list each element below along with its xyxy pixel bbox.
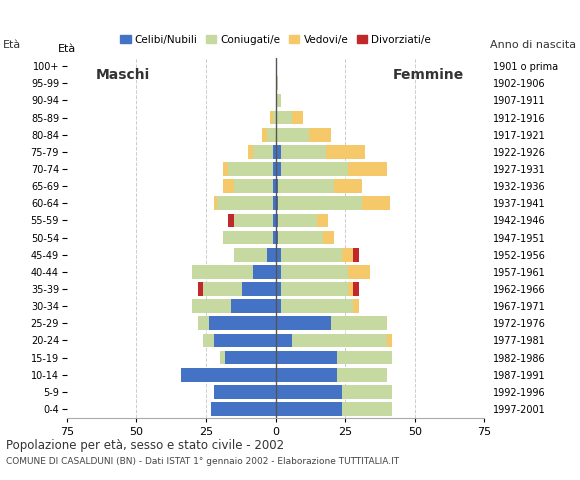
Bar	[223, 162, 228, 176]
Bar	[203, 282, 242, 296]
Bar	[223, 231, 273, 244]
Bar	[278, 180, 334, 193]
Bar	[214, 385, 276, 399]
Text: Maschi: Maschi	[95, 68, 150, 82]
Bar	[281, 265, 348, 279]
Bar	[231, 300, 276, 313]
Bar	[334, 180, 362, 193]
Bar	[234, 180, 273, 193]
Bar	[267, 128, 275, 142]
Bar	[276, 145, 281, 159]
Bar	[220, 351, 226, 364]
Bar	[273, 214, 275, 228]
Bar	[281, 145, 325, 159]
Bar	[342, 385, 393, 399]
Bar	[353, 282, 359, 296]
Bar	[323, 231, 334, 244]
Bar	[276, 334, 292, 348]
Bar	[270, 111, 273, 124]
Bar	[276, 368, 337, 382]
Text: Popolazione per età, sesso e stato civile - 2002: Popolazione per età, sesso e stato civil…	[6, 439, 284, 452]
Bar	[281, 282, 348, 296]
Bar	[387, 334, 393, 348]
Bar	[198, 282, 203, 296]
Bar	[281, 300, 353, 313]
Text: Età: Età	[57, 44, 76, 54]
Bar	[292, 334, 387, 348]
Bar	[253, 145, 273, 159]
Bar	[276, 231, 278, 244]
Bar	[348, 162, 387, 176]
Bar	[276, 316, 331, 330]
Bar	[276, 265, 281, 279]
Bar	[278, 231, 323, 244]
Bar	[337, 368, 387, 382]
Bar	[273, 162, 275, 176]
Bar	[273, 231, 275, 244]
Bar	[276, 300, 281, 313]
Bar	[276, 76, 278, 90]
Bar	[276, 402, 342, 416]
Bar	[192, 265, 253, 279]
Bar	[234, 214, 273, 228]
Text: Età: Età	[3, 40, 21, 50]
Bar	[276, 282, 281, 296]
Bar	[217, 196, 273, 210]
Bar	[262, 128, 267, 142]
Bar	[228, 214, 234, 228]
Bar	[276, 214, 278, 228]
Bar	[276, 94, 281, 108]
Bar	[273, 111, 275, 124]
Text: Femmine: Femmine	[393, 68, 464, 82]
Bar	[242, 282, 276, 296]
Bar	[212, 402, 276, 416]
Bar	[228, 162, 273, 176]
Bar	[276, 180, 278, 193]
Bar	[276, 162, 281, 176]
Text: Anno di nascita: Anno di nascita	[491, 40, 577, 50]
Bar	[281, 248, 342, 262]
Bar	[331, 316, 387, 330]
Bar	[253, 265, 276, 279]
Bar	[192, 300, 231, 313]
Bar	[278, 196, 362, 210]
Bar	[325, 145, 365, 159]
Bar	[214, 334, 276, 348]
Legend: Celibi/Nubili, Coniugati/e, Vedovi/e, Divorziati/e: Celibi/Nubili, Coniugati/e, Vedovi/e, Di…	[116, 30, 435, 49]
Bar	[276, 351, 337, 364]
Bar	[198, 316, 209, 330]
Bar	[309, 128, 331, 142]
Bar	[292, 111, 303, 124]
Bar	[273, 196, 275, 210]
Bar	[353, 248, 359, 262]
Bar	[226, 351, 276, 364]
Bar	[342, 402, 393, 416]
Bar	[276, 111, 292, 124]
Bar	[276, 385, 342, 399]
Bar	[342, 248, 353, 262]
Bar	[276, 128, 309, 142]
Bar	[273, 180, 275, 193]
Bar	[234, 248, 267, 262]
Bar	[276, 248, 281, 262]
Bar	[267, 248, 275, 262]
Bar	[276, 196, 278, 210]
Bar	[209, 316, 276, 330]
Text: COMUNE DI CASALDUNI (BN) - Dati ISTAT 1° gennaio 2002 - Elaborazione TUTTITALIA.: COMUNE DI CASALDUNI (BN) - Dati ISTAT 1°…	[6, 457, 399, 466]
Bar	[278, 214, 317, 228]
Bar	[362, 196, 390, 210]
Bar	[248, 145, 253, 159]
Bar	[348, 282, 353, 296]
Bar	[348, 265, 370, 279]
Bar	[337, 351, 393, 364]
Bar	[273, 145, 275, 159]
Bar	[181, 368, 276, 382]
Bar	[317, 214, 328, 228]
Bar	[281, 162, 348, 176]
Bar	[203, 334, 214, 348]
Bar	[214, 196, 217, 210]
Bar	[353, 300, 359, 313]
Bar	[223, 180, 234, 193]
